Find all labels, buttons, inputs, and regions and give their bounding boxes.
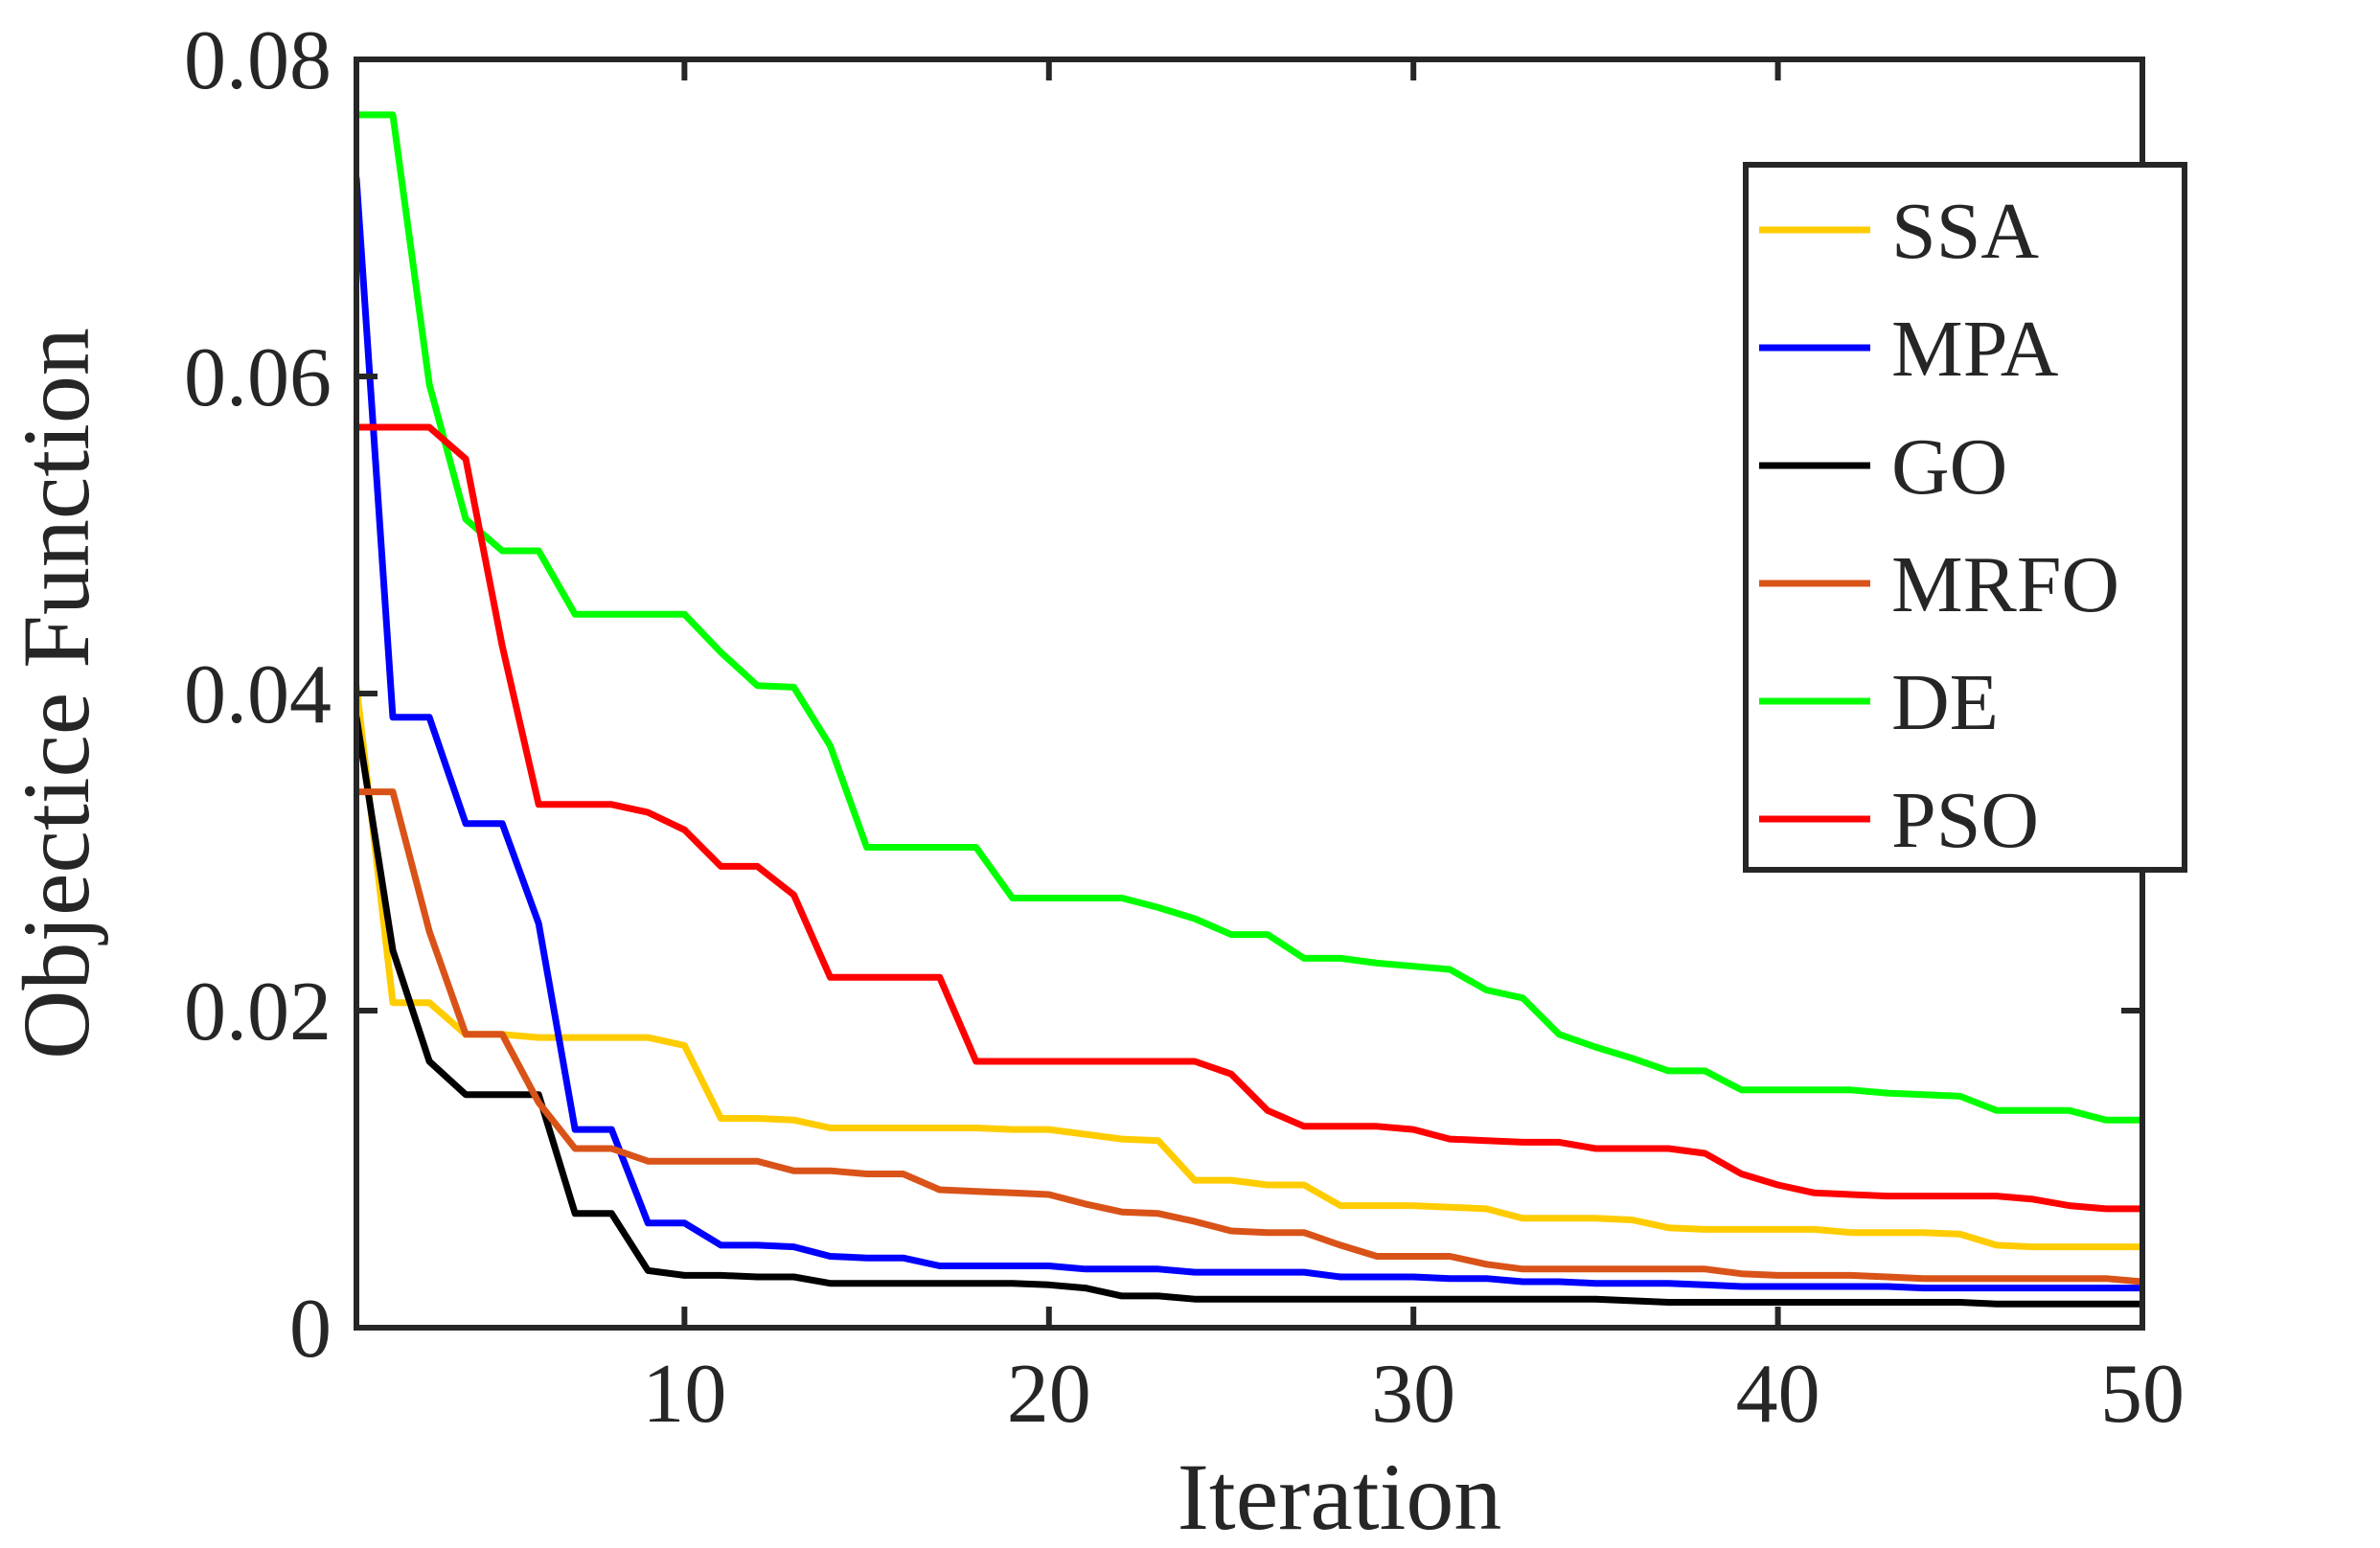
series-line-mrfo <box>356 788 2142 1286</box>
legend-label-de: DE <box>1891 658 1999 747</box>
series-line-ssa <box>356 682 2142 1251</box>
series-line-pso <box>356 423 2142 1213</box>
y-tick-label: 0.02 <box>184 966 332 1059</box>
legend-label-go: GO <box>1891 422 2007 512</box>
series-line-de <box>356 111 2142 1124</box>
legend: SSA MPA GO MRFO DE PSO <box>1743 162 2187 873</box>
x-tick-label: 20 <box>1007 1348 1091 1441</box>
y-tick-label: 0.04 <box>184 649 332 741</box>
x-tick-label: 10 <box>642 1348 726 1441</box>
legend-label-ssa: SSA <box>1891 187 2039 276</box>
legend-label-pso: PSO <box>1891 776 2039 865</box>
x-tick-label: 40 <box>1736 1348 1820 1441</box>
x-tick-label: 50 <box>2100 1348 2185 1441</box>
legend-label-mpa: MPA <box>1891 305 2059 394</box>
x-axis-label: Iteration <box>1178 1444 1502 1548</box>
legend-label-mrfo: MRFO <box>1891 540 2119 629</box>
legend-box <box>1743 162 2187 873</box>
axis-ticks: 10 20 30 40 50 0 0.02 0.04 0.06 0.08 <box>184 14 2185 1441</box>
y-tick-label: 0 <box>289 1283 332 1376</box>
series-lines <box>356 111 2142 1308</box>
y-tick-label: 0.06 <box>184 331 332 424</box>
x-tick-label: 30 <box>1371 1348 1455 1441</box>
series-line-go <box>356 714 2142 1308</box>
series-line-mpa <box>356 174 2142 1292</box>
y-axis-label: Objectice Function <box>3 328 109 1059</box>
y-tick-label: 0.08 <box>184 14 332 107</box>
